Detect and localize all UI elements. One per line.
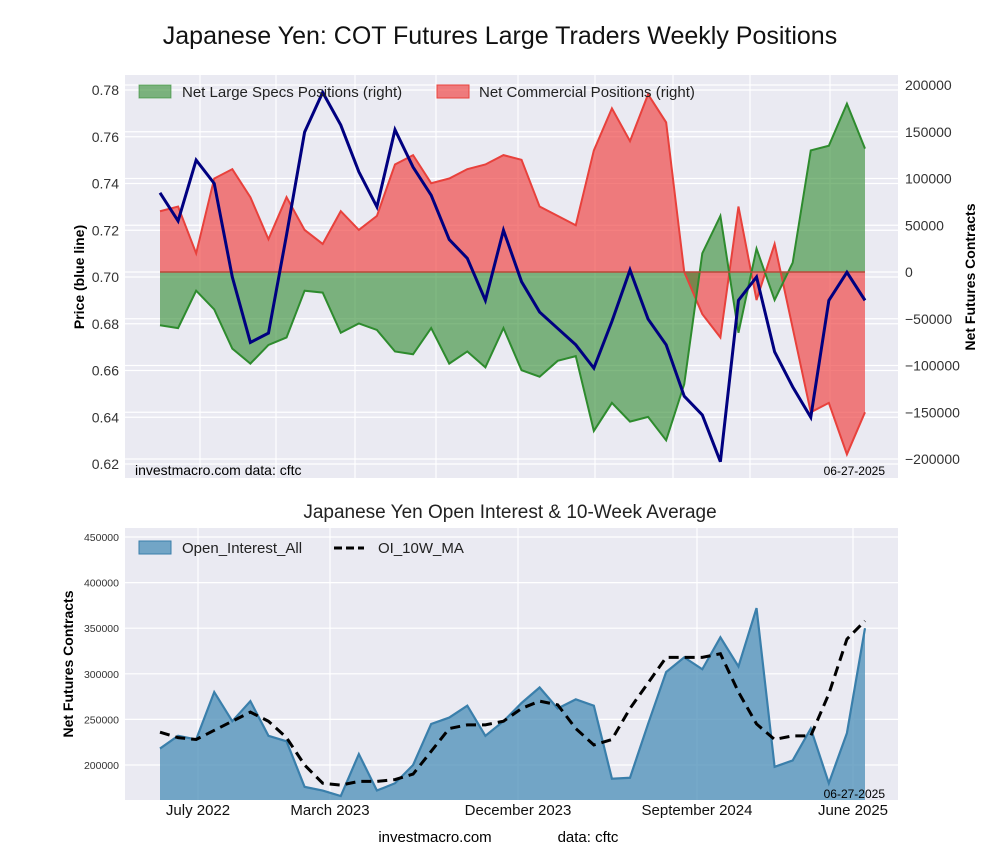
left-tick-label: 0.64 — [92, 409, 119, 425]
oi-y-tick-label: 200000 — [84, 760, 119, 772]
left-tick-label: 0.68 — [92, 316, 119, 332]
oi-x-tick-label: December 2023 — [465, 802, 572, 819]
right-tick-label: −100000 — [905, 358, 960, 374]
oi-y-tick-label: 350000 — [84, 623, 119, 635]
legend-label-specs: Net Large Specs Positions (right) — [182, 84, 402, 101]
left-tick-label: 0.66 — [92, 363, 119, 379]
right-tick-label: 100000 — [905, 171, 952, 187]
left-tick-label: 0.74 — [92, 176, 119, 192]
right-tick-label: −200000 — [905, 451, 960, 467]
top-source-note: investmacro.com data: cftc — [135, 462, 302, 478]
oi-x-ticks: July 2022 March 2023 December 2023 Septembe… — [166, 802, 888, 819]
left-tick-label: 0.76 — [92, 129, 119, 145]
right-tick-label: 50000 — [905, 217, 944, 233]
right-axis-label: Net Futures Contracts — [962, 203, 978, 350]
left-axis-label: Price (blue line) — [71, 225, 87, 329]
open-interest-area — [160, 608, 865, 800]
left-tick-label: 0.72 — [92, 222, 119, 238]
commercial-line — [159, 92, 866, 458]
oi-x-tick-label: September 2024 — [642, 802, 753, 819]
commercial-area — [160, 94, 865, 455]
oi-y-tick-label: 400000 — [84, 578, 119, 590]
right-tick-label: 200000 — [905, 77, 952, 93]
right-tick-label: 150000 — [905, 124, 952, 140]
bottom-legend: Open_Interest_All OI_10W_MA — [138, 540, 464, 557]
oi-y-tick-label: 300000 — [84, 669, 119, 681]
footer-source: data: cftc — [558, 829, 619, 846]
oi-y-tick-label: 250000 — [84, 714, 119, 726]
top-date-note: 06-27-2025 — [824, 464, 886, 478]
footer-site: investmacro.com — [378, 829, 491, 846]
right-tick-label: 0 — [905, 264, 913, 280]
oi-y-tick-label: 450000 — [84, 532, 119, 544]
right-tick-label: −150000 — [905, 404, 960, 420]
left-axis-ticks: 0.62 0.64 0.66 0.68 0.70 0.72 0.74 0.76 0.78 — [92, 82, 119, 472]
oi-chart-title: Japanese Yen Open Interest & 10-Week Ave… — [303, 502, 717, 523]
main-title: Japanese Yen: COT Futures Large Traders … — [162, 22, 838, 50]
oi-x-tick-label: June 2025 — [818, 802, 888, 819]
right-tick-label: −50000 — [905, 311, 952, 327]
legend-swatch-specs — [138, 84, 172, 99]
legend-swatch-oi — [138, 540, 172, 555]
legend-label-oi: Open_Interest_All — [182, 540, 302, 557]
top-legend: Net Large Specs Positions (right) Net Co… — [138, 84, 695, 101]
right-axis-ticks: 200000 150000 100000 50000 0 −50000 −100000 −15… — [905, 77, 960, 467]
oi-y-ticks: 450000 400000 350000 300000 250000 200000 — [84, 532, 119, 772]
left-tick-label: 0.62 — [92, 456, 119, 472]
left-tick-label: 0.70 — [92, 269, 119, 285]
legend-label-ma: OI_10W_MA — [378, 540, 464, 557]
oi-10w-ma-line — [159, 619, 867, 787]
oi-y-axis-label: Net Futures Contracts — [60, 590, 76, 737]
bottom-date-note: 06-27-2025 — [824, 787, 886, 801]
open-interest-line — [159, 607, 867, 798]
legend-swatch-commercial — [436, 84, 470, 99]
oi-x-tick-label: March 2023 — [290, 802, 369, 819]
legend-label-commercial: Net Commercial Positions (right) — [479, 84, 695, 101]
price-line — [158, 89, 867, 463]
left-tick-label: 0.78 — [92, 82, 119, 98]
oi-x-tick-label: July 2022 — [166, 802, 230, 819]
